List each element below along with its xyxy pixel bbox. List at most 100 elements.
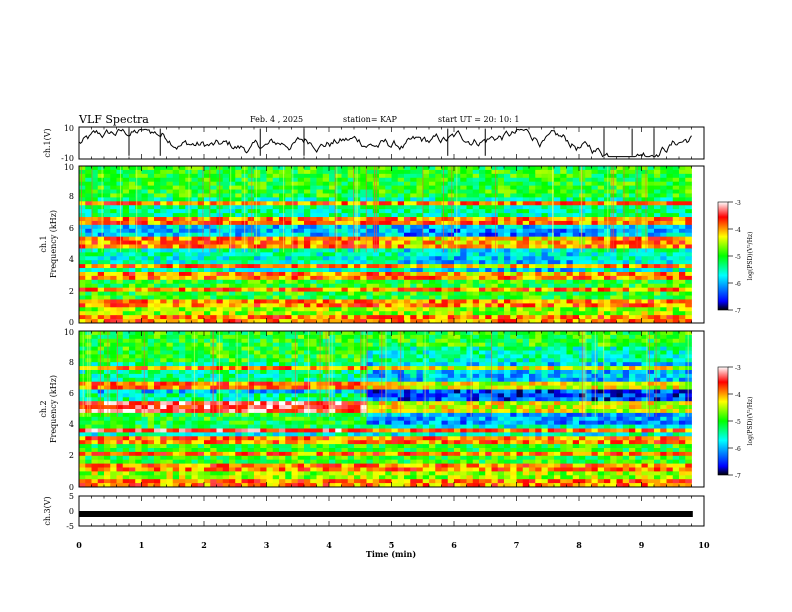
spectrogram-cell: [491, 319, 499, 324]
spectrogram-cell: [479, 311, 486, 316]
spectrogram-cell: [560, 217, 567, 222]
spectrogram-cell: [535, 303, 542, 308]
spectrogram-cell: [597, 319, 605, 324]
spectrogram-cell: [91, 169, 99, 175]
spectrogram-cell: [529, 252, 536, 257]
spectrogram-cell: [122, 236, 130, 241]
spectrogram-cell: [316, 181, 324, 187]
spectrogram-cell: [291, 244, 299, 249]
spectrogram-cell: [535, 279, 542, 285]
spectrogram-cell: [666, 252, 674, 257]
spectrogram-cell: [635, 307, 642, 312]
spectrogram-cell: [535, 287, 542, 293]
spectrogram-cell: [666, 283, 674, 289]
spectrogram-cell: [322, 228, 330, 234]
spectrogram-cell: [347, 193, 355, 198]
spectrogram-cell: [435, 264, 442, 269]
spectrogram-cell: [491, 315, 499, 320]
spectrogram-cell: [491, 224, 499, 230]
spectrogram-cell: [460, 307, 467, 312]
spectrogram-cell: [335, 220, 342, 226]
spectrogram-cell: [122, 315, 130, 320]
spectrogram-cell: [591, 283, 599, 289]
spectrogram-cell: [279, 185, 286, 190]
spectrogram-cell: [185, 256, 192, 261]
spectrogram-cell: [641, 169, 649, 175]
spectrogram-cell: [629, 307, 636, 312]
spectrogram-cell: [379, 358, 386, 363]
spectrogram-cell: [466, 350, 474, 355]
spectrogram-cell: [591, 271, 599, 277]
spectrogram-cell: [254, 166, 261, 171]
spectrogram-cell: [272, 342, 280, 347]
spectrogram-cell: [560, 232, 567, 238]
spectrogram-cell: [429, 217, 436, 222]
spectrogram-cell: [685, 213, 692, 218]
spectrogram-cell: [554, 307, 561, 312]
spectrogram-cell: [591, 209, 599, 214]
spectrogram-cell: [629, 260, 636, 265]
spectrogram-cell: [404, 283, 411, 289]
spectrogram-cell: [254, 217, 261, 222]
spectrogram-cell: [397, 240, 405, 245]
spectrogram-cell: [229, 197, 236, 202]
spectrogram-cell: [272, 177, 280, 183]
spectrogram-cell: [247, 350, 255, 355]
spectrogram-cell: [560, 260, 567, 265]
spectrogram-cell: [216, 291, 224, 296]
spectrogram-cell: [197, 248, 205, 253]
spectrogram-cell: [191, 224, 199, 230]
spectrogram-cell: [654, 169, 661, 175]
spectrogram-cell: [447, 201, 455, 206]
spectrogram-cell: [585, 334, 592, 340]
spectrogram-cell: [554, 299, 561, 304]
spectrogram-cell: [416, 213, 424, 218]
spectrogram-cell: [310, 205, 317, 210]
spectrogram-cell: [235, 181, 242, 187]
spectrogram-cell: [241, 275, 249, 281]
spectrogram-cell: [297, 315, 305, 320]
spectrogram-cell: [316, 295, 324, 300]
spectrogram-cell: [204, 256, 211, 261]
spectrogram-cell: [629, 271, 636, 277]
spectrogram-cell: [322, 197, 330, 202]
spectrogram-cell: [566, 240, 574, 245]
spectrogram-cell: [466, 275, 474, 281]
spectrogram-cell: [685, 291, 692, 296]
spectrogram-cell: [222, 193, 230, 198]
spectrogram-cell: [604, 311, 611, 316]
spectrogram-cell: [322, 248, 330, 253]
spectrogram-cell: [335, 334, 342, 340]
spectrogram-cell: [141, 342, 149, 347]
spectrogram-cell: [591, 173, 599, 179]
spectrogram-cell: [454, 193, 461, 198]
spectrogram-cell: [135, 252, 142, 257]
spectrogram-cell: [429, 185, 436, 190]
spectrogram-cell: [235, 260, 242, 265]
spectrogram-cell: [360, 275, 367, 281]
spectrogram-cell: [410, 205, 417, 210]
spectrogram-cell: [591, 291, 599, 296]
spectrogram-cell: [110, 264, 117, 269]
spectrogram-cell: [241, 268, 249, 273]
spectrogram-cell: [79, 205, 86, 210]
spectrogram-cell: [485, 287, 492, 293]
spectrogram-cell: [460, 169, 467, 175]
spectrogram-cell: [641, 291, 649, 296]
spectrogram-cell: [235, 295, 242, 300]
spectrogram-cell: [97, 260, 105, 265]
spectrogram-cell: [397, 271, 405, 277]
spectrogram-cell: [166, 193, 174, 198]
spectrogram-cell: [191, 287, 199, 293]
spectrogram-cell: [504, 268, 511, 273]
spectrogram-cell: [547, 307, 555, 312]
spectrogram-cell: [591, 228, 599, 234]
spectrogram-cell: [529, 268, 536, 273]
spectrogram-cell: [454, 271, 461, 277]
spectrogram-cell: [404, 236, 411, 241]
spectrogram-cell: [479, 358, 486, 363]
spectrogram-cell: [654, 213, 661, 218]
spectrogram-cell: [466, 217, 474, 222]
spectrogram-cell: [404, 358, 411, 363]
spectrogram-cell: [341, 299, 349, 304]
